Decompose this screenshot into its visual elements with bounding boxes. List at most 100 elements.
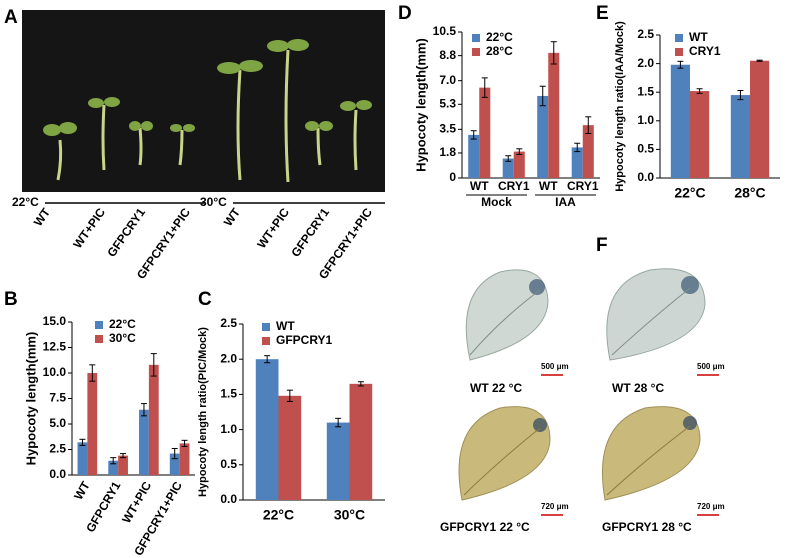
legend-swatch [472, 34, 480, 42]
scale-label: 720 μm [541, 502, 569, 511]
legend-swatch [472, 48, 480, 56]
image-label: WT 22 °C [470, 381, 522, 395]
image-label: WT 28 °C [612, 381, 664, 395]
y-tick-label: 0.0 [49, 467, 66, 481]
legend-label: WT [276, 319, 295, 333]
bar [326, 422, 350, 500]
y-tick-label: 0.5 [220, 457, 237, 471]
y-tick-label: 1.0 [637, 113, 654, 127]
y-tick-label: 7.0 [439, 73, 456, 87]
y-tick-label: 15.0 [43, 314, 67, 328]
y-tick-label: 2.0 [637, 56, 654, 70]
y-tick-label: 1.5 [637, 84, 654, 98]
bar [169, 453, 180, 475]
image-label: GFPCRY1 28 °C [602, 520, 692, 534]
image-label: GFPCRY1 22 °C [440, 520, 530, 534]
seedlings [56, 49, 358, 183]
y-tick-label: 2.0 [220, 351, 237, 365]
bar [278, 395, 302, 500]
genotype-label: WT+PIC [254, 205, 292, 251]
bar [502, 158, 514, 178]
x-tick-label: WT [470, 179, 489, 193]
y-tick-label: 10.0 [43, 365, 67, 379]
y-tick-label: 5.3 [439, 96, 456, 110]
x-tick-label: 22°C [674, 185, 705, 201]
y-axis-label: Hypocoty length(mm) [23, 332, 38, 466]
y-tick-label: 12.5 [43, 340, 67, 354]
legend-label: GFPCRY1 [276, 333, 333, 347]
y-tick-label: 1.0 [220, 422, 237, 436]
bar [468, 134, 480, 178]
y-tick-label: 5.0 [49, 416, 66, 430]
scale-label: 500 μm [697, 362, 725, 371]
y-tick-label: 2.5 [220, 316, 237, 330]
legend-swatch [95, 321, 103, 329]
x-tick-label: CRY1 [567, 179, 599, 193]
genotype-label: WT+PIC [70, 205, 108, 251]
y-axis-label: Hypocoty length ratio(IAA/Mock) [614, 21, 626, 192]
cotyledons [43, 39, 372, 136]
genotype-label: GFPCRY1 [104, 205, 148, 259]
legend-label: WT [689, 30, 708, 44]
bar [77, 442, 88, 475]
panel-letter: F [596, 235, 608, 256]
leaf-images [458, 268, 719, 516]
legend-swatch [95, 335, 103, 343]
bar [139, 409, 149, 475]
bar [750, 60, 770, 178]
bar [571, 147, 583, 178]
legend-label: 22°C [486, 30, 513, 44]
bar [690, 91, 710, 178]
temperature-label: 30°C [200, 195, 227, 209]
panel-letter: B [4, 289, 18, 310]
legend-swatch [675, 48, 683, 56]
y-tick-label: 1.8 [439, 145, 456, 159]
legend-swatch [262, 323, 270, 331]
panel-letter: C [198, 289, 212, 310]
legend-label: 28°C [486, 44, 513, 58]
bar [148, 364, 159, 475]
scale-label: 500 μm [541, 362, 569, 371]
legend-label: 22°C [109, 317, 136, 331]
bar [582, 125, 594, 178]
y-tick-label: 10.5 [433, 24, 457, 38]
x-tick-label: 28°C [734, 185, 765, 201]
y-tick-label: 8.8 [439, 48, 456, 62]
bar [255, 359, 279, 500]
y-axis-label: Hypocoty length(mm) [413, 38, 428, 172]
bar [118, 455, 128, 475]
y-tick-label: 0 [449, 170, 456, 184]
bar [537, 95, 549, 178]
bar [670, 64, 690, 178]
x-tick-label: CRY1 [498, 179, 530, 193]
scale-label: 720 μm [697, 502, 725, 511]
x-tick-label: WT [71, 479, 93, 503]
y-tick-label: 0.5 [637, 142, 654, 156]
bar [87, 373, 98, 475]
y-tick-label: 2.5 [637, 27, 654, 41]
temperature-label: 22°C [12, 195, 39, 209]
y-tick-label: 1.5 [220, 387, 237, 401]
x-tick-label: WT [539, 179, 558, 193]
x-tick-label: 30°C [334, 507, 365, 523]
panel-letter: D [398, 3, 412, 24]
legend-swatch [675, 34, 683, 42]
legend-label: 30°C [109, 331, 136, 345]
y-tick-label: 3.5 [439, 122, 456, 136]
panel-letter: A [4, 7, 18, 28]
bar [548, 52, 560, 178]
group-label: IAA [555, 195, 576, 209]
bar [349, 383, 373, 500]
y-tick-label: 0.0 [220, 492, 237, 506]
y-axis-label: Hypocoty length ratio(PIC/Mock) [197, 327, 209, 497]
bar [513, 151, 525, 178]
bar [479, 87, 491, 178]
bar [179, 443, 190, 475]
y-tick-label: 0.0 [637, 170, 654, 184]
bar [730, 95, 750, 178]
panel-letter: E [596, 3, 609, 24]
legend-swatch [262, 337, 270, 345]
y-tick-label: 7.5 [49, 391, 66, 405]
genotype-label: GFPCRY1 [288, 205, 332, 259]
